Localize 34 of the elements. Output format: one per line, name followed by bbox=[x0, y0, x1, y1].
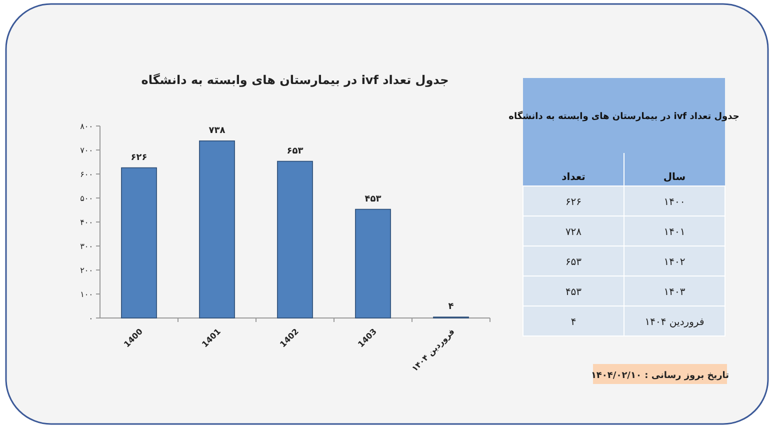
text: ۱۴۰۱ bbox=[664, 227, 686, 238]
text: ۱۴۰۲ bbox=[664, 257, 686, 268]
text: جدول تعداد ivf در بیمارستان های وابسته به دانشگاه bbox=[508, 110, 740, 122]
y-tick-label: ۶۰۰ bbox=[80, 170, 93, 179]
bar bbox=[199, 140, 235, 318]
text: تاریخ بروز رسانی : ۱۴۰۴/۰۲/۱۰ bbox=[590, 371, 730, 381]
y-tick-label: ۷۰۰ bbox=[80, 146, 93, 155]
bar bbox=[121, 167, 157, 318]
text: ۶۲۶ bbox=[565, 197, 582, 208]
y-tick-label: ۵۰۰ bbox=[80, 194, 93, 203]
y-tick-label: ۳۰۰ bbox=[80, 242, 93, 251]
data-label: ۷۳۸ bbox=[208, 126, 226, 136]
data-label: ۶۲۶ bbox=[130, 152, 148, 163]
text: ۶۵۳ bbox=[565, 257, 582, 268]
text: فروردین ۱۴۰۴ bbox=[644, 317, 704, 328]
bar bbox=[277, 160, 313, 318]
y-tick-label: ۰ bbox=[88, 314, 93, 323]
text: تعداد bbox=[562, 172, 586, 183]
text: ۱۴۰۳ bbox=[664, 287, 686, 298]
data-label: ۴ bbox=[448, 302, 454, 312]
y-tick-label: ۴۰۰ bbox=[80, 218, 93, 227]
text: ۷۲۸ bbox=[565, 227, 582, 238]
y-tick-label: ۲۰۰ bbox=[80, 266, 93, 275]
bar bbox=[355, 208, 391, 318]
data-label: ۶۵۳ bbox=[286, 146, 304, 156]
text: ۴۵۳ bbox=[565, 287, 582, 298]
y-tick-label: ۱۰۰ bbox=[80, 290, 93, 299]
text: ۴ bbox=[570, 317, 576, 328]
text: سال bbox=[663, 172, 686, 183]
y-tick-label: ۸۰۰ bbox=[80, 122, 93, 131]
text: ۱۴۰۰ bbox=[664, 197, 686, 208]
chart-title: جدول تعداد ivf در بیمارستان های وابسته به دانشگاه bbox=[141, 73, 449, 87]
x-tick-label: فروردین ۱۴۰۴ bbox=[410, 327, 456, 374]
data-label: ۴۵۳ bbox=[364, 194, 382, 204]
